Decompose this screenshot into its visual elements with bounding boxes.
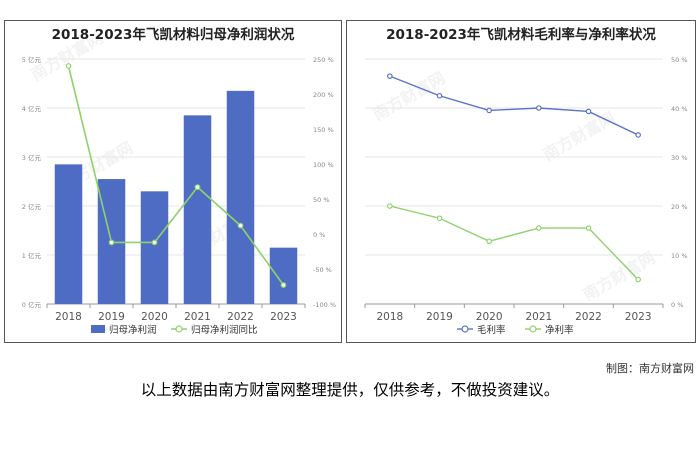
series-line-yoy xyxy=(67,65,285,286)
point-yoy-2021 xyxy=(194,184,201,191)
point-gross-margin-2018 xyxy=(387,73,393,79)
legend-swatch-marker xyxy=(529,325,537,333)
legend-swatch-marker xyxy=(461,325,469,333)
legend-label: 归母净利润同比 xyxy=(191,324,258,336)
y-left-tick-label: 4 亿元 xyxy=(22,104,42,113)
x-tick-label: 2022 xyxy=(575,311,602,323)
x-tick-label: 2020 xyxy=(141,311,168,323)
y-right-tick-label: 10 % xyxy=(671,252,688,260)
y-right-tick-label: 40 % xyxy=(671,105,688,113)
chart-title: 2018-2023年飞凯材料毛利率与净利率状况 xyxy=(386,27,656,43)
credit-text: 制图：南方财富网 xyxy=(606,362,694,375)
y-right-tick-label: 150 % xyxy=(313,126,334,134)
point-net-margin-2019 xyxy=(436,215,443,222)
bar-2023 xyxy=(269,247,298,304)
x-tick-label: 2023 xyxy=(625,311,652,323)
point-net-margin-2023 xyxy=(635,276,641,283)
watermark-text: 南方财富网 xyxy=(540,108,619,164)
chart-panel-margins: 2018-2023年飞凯材料毛利率与净利率状况 南方财富网 南方财富网 南方财富网 0… xyxy=(346,20,696,343)
y-left-tick-label: 0 亿元 xyxy=(22,300,42,309)
disclaimer-text: 以上数据由南方财富网整理提供，仅供参考，不做投资建议。 xyxy=(140,381,560,399)
y-left-tick-label: 2 亿元 xyxy=(22,202,42,211)
y-right-tick-label: 20 % xyxy=(671,203,688,211)
x-tick-label: 2019 xyxy=(426,311,453,323)
point-gross-margin-2021 xyxy=(536,105,542,111)
y-right-tick-label: 0 % xyxy=(671,301,683,309)
x-tick-label: 2018 xyxy=(376,311,403,323)
point-net-margin-2020 xyxy=(486,238,492,245)
point-net-margin-2018 xyxy=(387,203,393,209)
y-right-tick-label: -50 % xyxy=(313,266,332,274)
legend-label: 毛利率 xyxy=(477,324,506,336)
y-left-tick-label: 1 亿元 xyxy=(22,251,42,260)
y-right-tick-label: -100 % xyxy=(313,301,336,309)
x-tick-label: 2019 xyxy=(98,311,125,323)
series-line-gross-margin xyxy=(389,75,639,136)
y-right-tick-label: 200 % xyxy=(313,91,334,99)
point-net-margin-2022 xyxy=(585,225,592,231)
point-net-margin-2021 xyxy=(536,225,542,231)
y-right-tick-label: 0 % xyxy=(313,231,325,239)
bar-2021 xyxy=(183,115,212,304)
chart-title: 2018-2023年飞凯材料归母净利润状况 xyxy=(51,27,295,43)
series-line-net-margin xyxy=(389,205,639,280)
x-tick-label: 2020 xyxy=(476,311,503,323)
point-yoy-2019 xyxy=(108,239,115,246)
x-tick-label: 2023 xyxy=(270,311,297,323)
x-tick-label: 2022 xyxy=(227,311,254,323)
point-yoy-2020 xyxy=(151,239,158,246)
legend-swatch-marker xyxy=(175,325,183,333)
point-yoy-2022 xyxy=(237,222,244,229)
y-right-tick-label: 50 % xyxy=(671,56,688,64)
point-gross-margin-2020 xyxy=(486,107,492,114)
y-left-tick-label: 3 亿元 xyxy=(22,153,42,162)
bar-2020 xyxy=(140,191,169,304)
y-right-tick-label: 50 % xyxy=(313,196,330,204)
x-tick-label: 2018 xyxy=(55,311,82,323)
legend-label: 净利率 xyxy=(545,324,574,336)
legend-swatch-bar xyxy=(91,325,105,333)
y-right-tick-label: 250 % xyxy=(313,56,334,64)
legend-label: 归母净利润 xyxy=(109,324,157,336)
x-tick-label: 2021 xyxy=(525,311,552,323)
point-gross-margin-2022 xyxy=(585,108,592,115)
chart-panel-net-profit: 2018-2023年飞凯材料归母净利润状况 南方财富网 南方财富网 南方财富网 0 亿… xyxy=(4,20,342,343)
point-gross-margin-2019 xyxy=(436,92,443,99)
x-tick-label: 2021 xyxy=(184,311,211,323)
point-yoy-2023 xyxy=(280,282,287,289)
watermark-text: 南方财富网 xyxy=(370,68,449,124)
point-yoy-2018 xyxy=(65,63,72,69)
y-right-tick-label: 30 % xyxy=(671,154,688,162)
y-right-tick-label: 100 % xyxy=(313,161,334,169)
y-left-tick-label: 5 亿元 xyxy=(22,55,42,64)
bar-2018 xyxy=(54,164,83,304)
bar-2022 xyxy=(226,90,255,304)
point-gross-margin-2023 xyxy=(635,132,641,138)
watermark-text: 南方财富网 xyxy=(580,248,659,304)
